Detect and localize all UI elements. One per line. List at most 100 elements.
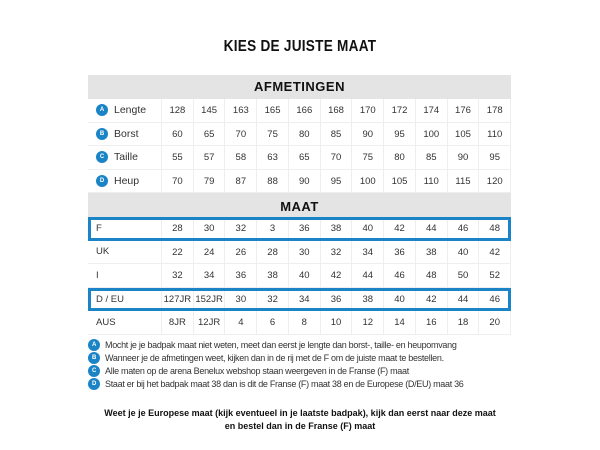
divider	[88, 193, 511, 197]
badge-icon: D	[88, 377, 100, 390]
list-item: C Alle maten op de arena Benelux webshop …	[88, 364, 518, 377]
list-item: B Wanneer je de afmetingen weet, kijken d…	[88, 351, 518, 364]
table-cell: 40	[448, 240, 480, 263]
table-cell: 30	[225, 287, 258, 311]
bottom-line: en bestel dan in de Franse (F) maat	[224, 421, 376, 431]
table-cell: 32	[321, 240, 353, 263]
note-text: Mocht je je badpak maat niet weten, meet…	[105, 339, 457, 350]
table-cell: 20	[479, 311, 512, 334]
table-cell: 90	[352, 122, 385, 145]
row-label-cell: C Taille	[88, 146, 162, 169]
table-cell: 34	[289, 287, 321, 311]
badge-icon: B	[96, 127, 108, 140]
notes-list: A Mocht je je badpak maat niet weten, mee…	[88, 338, 518, 390]
page-title: KIES DE JUISTE MAAT	[223, 38, 377, 55]
table-cell: 85	[416, 146, 448, 169]
table-row: D Heup 70 79 87 88 90 95 100 105 110 115 120	[88, 169, 512, 193]
badge-icon: A	[88, 338, 100, 351]
table-cell: 8	[289, 311, 321, 334]
table-cell: 14	[384, 311, 416, 334]
table-cell: 46	[384, 264, 416, 287]
table-cell: 95	[384, 122, 416, 145]
table-cell: 63	[257, 146, 289, 169]
badge-icon: C	[88, 364, 100, 377]
table-cell: 168	[321, 99, 353, 122]
measurements-header: AFMETINGEN	[88, 75, 511, 99]
table-cell: 42	[416, 287, 448, 311]
table-cell: 46	[479, 287, 512, 311]
table-cell: 44	[352, 264, 385, 287]
bottom-note: Weet je je Europese maat (kijk eventueel…	[0, 407, 600, 433]
table-cell: 55	[162, 146, 194, 169]
row-label: Lengte	[114, 104, 147, 117]
table-cell: 60	[162, 122, 194, 145]
table-cell: 38	[416, 240, 448, 263]
table-cell: 48	[416, 264, 448, 287]
table-cell: 10	[321, 311, 353, 334]
table-cell: 52	[479, 264, 512, 287]
table-row: UK 22 24 26 28 30 32 34 36 38 40 42	[88, 240, 512, 264]
bottom-line: Weet je je Europese maat (kijk eventueel…	[104, 408, 496, 418]
table-cell: 4	[225, 311, 258, 334]
table-cell: 42	[479, 240, 512, 263]
table-cell: 38	[352, 287, 385, 311]
note-text: Wanneer je de afmetingen weet, kijken da…	[105, 352, 444, 363]
table-cell: 145	[194, 99, 226, 122]
table-cell: 176	[448, 99, 480, 122]
table-cell: 110	[479, 122, 512, 145]
table-row: I 32 34 36 38 40 42 44 46 48 50 52	[88, 264, 512, 288]
table-cell: 65	[194, 122, 226, 145]
table-cell: 115	[448, 169, 480, 192]
table-cell: 75	[352, 146, 385, 169]
table-cell: 34	[194, 264, 226, 287]
table-cell: 44	[416, 217, 448, 241]
table-cell: 165	[257, 99, 289, 122]
table-cell: 172	[384, 99, 416, 122]
table-cell: 30	[194, 217, 226, 241]
table-cell: 57	[194, 146, 226, 169]
table-cell: 32	[225, 217, 258, 241]
table-cell: 90	[289, 169, 321, 192]
table-cell: 38	[257, 264, 289, 287]
table-cell: 40	[352, 217, 385, 241]
table-cell: 6	[257, 311, 289, 334]
badge-icon: A	[96, 104, 108, 117]
list-item: A Mocht je je badpak maat niet weten, mee…	[88, 338, 518, 351]
row-label-cell: D Heup	[88, 169, 162, 192]
table-cell: 75	[257, 122, 289, 145]
table-cell: 42	[384, 217, 416, 241]
table-cell: 28	[162, 217, 194, 241]
table-cell: 38	[321, 217, 353, 241]
table-cell: 100	[416, 122, 448, 145]
note-text: Alle maten op de arena Benelux webshop s…	[105, 365, 409, 376]
table-cell: 80	[384, 146, 416, 169]
row-label: Heup	[114, 174, 140, 187]
table-cell: 36	[289, 217, 321, 241]
table-cell: 28	[257, 240, 289, 263]
table-cell: 3	[257, 217, 289, 241]
table-cell: 12	[352, 311, 385, 334]
measurements-table: AFMETINGEN A Lengte 128 145 163 165 166 168 170 1…	[88, 75, 512, 335]
row-label: Borst	[114, 127, 139, 140]
row-label: F	[88, 217, 162, 241]
table-row: A Lengte 128 145 163 165 166 168 170 172 174 176 178	[88, 99, 512, 123]
table-cell: 8JR	[162, 311, 194, 334]
table-row: B Borst 60 65 70 75 80 85 90 95 100 105 110	[88, 122, 512, 146]
table-cell: 170	[352, 99, 385, 122]
table-cell: 18	[448, 311, 480, 334]
badge-icon: C	[96, 151, 108, 164]
badge-icon: D	[96, 174, 108, 187]
table-cell: 105	[384, 169, 416, 192]
table-cell: 22	[162, 240, 194, 263]
row-label: D / EU	[88, 287, 162, 311]
table-cell: 100	[352, 169, 385, 192]
table-row: D / EU 127JR 152JR 30 32 34 36 38 40 42 44 46	[88, 287, 512, 311]
table-cell: 178	[479, 99, 512, 122]
table-cell: 46	[448, 217, 480, 241]
table-cell: 40	[289, 264, 321, 287]
table-cell: 120	[479, 169, 512, 192]
table-cell: 58	[225, 146, 258, 169]
table-cell: 163	[225, 99, 258, 122]
table-cell: 40	[384, 287, 416, 311]
table-cell: 166	[289, 99, 321, 122]
